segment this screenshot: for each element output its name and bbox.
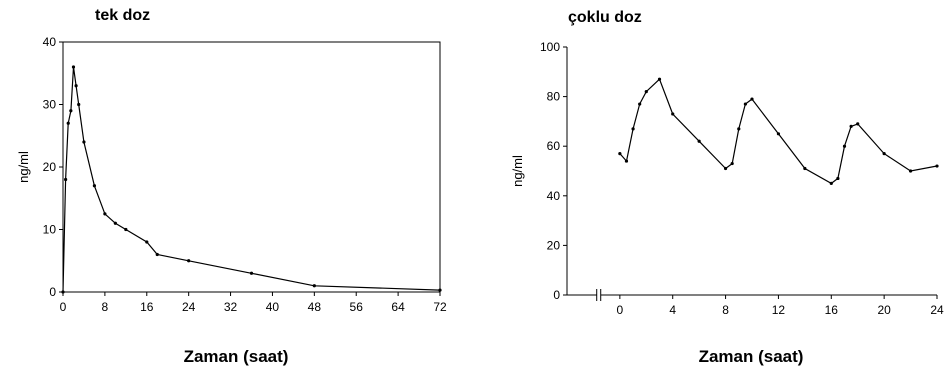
data-point	[624, 159, 629, 163]
x-tick-label: 16	[140, 300, 154, 314]
y-tick-label: 20	[547, 238, 561, 252]
data-point	[71, 65, 76, 69]
data-point	[803, 166, 807, 171]
data-point	[145, 240, 149, 244]
data-point	[618, 152, 622, 156]
data-point	[155, 252, 159, 257]
data-point	[77, 102, 81, 107]
y-tick-label: 30	[43, 98, 57, 112]
data-point	[829, 181, 833, 185]
data-point	[750, 97, 754, 101]
data-point	[61, 290, 65, 294]
plot-area	[567, 47, 937, 295]
series-line	[619, 78, 938, 185]
x-axis-label: Zaman (saat)	[699, 347, 804, 366]
data-point	[737, 127, 741, 131]
data-point	[644, 90, 648, 94]
y-tick-label: 100	[540, 40, 560, 54]
x-tick-label: 24	[930, 303, 944, 317]
data-point	[92, 184, 97, 188]
data-point	[64, 177, 68, 182]
data-point	[69, 109, 73, 113]
data-point	[113, 221, 117, 225]
y-tick-label: 20	[43, 160, 57, 174]
x-tick-label: 40	[266, 300, 280, 314]
data-point	[836, 176, 840, 181]
y-tick-label: 60	[547, 139, 561, 153]
data-point	[776, 132, 781, 136]
data-point	[124, 227, 128, 232]
data-point	[103, 212, 107, 216]
y-tick-label: 10	[43, 223, 57, 237]
x-tick-label: 20	[877, 303, 891, 317]
chart-title: tek doz	[95, 7, 150, 24]
data-point	[249, 271, 254, 275]
data-point	[638, 102, 642, 106]
data-point	[730, 161, 734, 166]
data-point	[935, 164, 939, 168]
data-point	[312, 284, 316, 288]
x-tick-label: 12	[772, 303, 786, 317]
y-tick-label: 0	[553, 288, 560, 302]
data-point	[74, 84, 78, 88]
data-point	[66, 121, 70, 125]
data-point	[187, 259, 191, 263]
x-tick-label: 4	[669, 303, 676, 317]
x-tick-label: 0	[60, 300, 67, 314]
x-tick-label: 8	[722, 303, 729, 317]
data-point	[671, 112, 675, 116]
y-tick-label: 80	[547, 90, 561, 104]
data-point	[657, 77, 662, 81]
x-tick-label: 32	[224, 300, 238, 314]
data-point	[438, 288, 442, 292]
x-tick-label: 8	[102, 300, 109, 314]
data-point	[723, 166, 728, 171]
x-tick-label: 56	[350, 300, 364, 314]
x-tick-label: 72	[433, 300, 447, 314]
data-point	[908, 169, 913, 173]
chart-title: çoklu doz	[568, 9, 642, 26]
x-tick-label: 16	[825, 303, 839, 317]
x-tick-label: 24	[182, 300, 196, 314]
y-tick-label: 0	[49, 285, 56, 299]
plot-frame	[62, 41, 441, 293]
y-tick-label: 40	[43, 35, 57, 49]
chart-multiple-dose: çoklu doz 0 20 40 60 80 100 0 4 8 12 16 20 24 Zaman (s…	[510, 9, 944, 366]
x-tick-label: 48	[308, 300, 322, 314]
data-point	[697, 139, 701, 143]
x-axis-label: Zaman (saat)	[184, 347, 289, 366]
data-point	[856, 122, 860, 126]
series-line	[62, 66, 441, 293]
data-point	[842, 144, 847, 148]
data-point	[631, 127, 635, 131]
x-tick-label: 0	[617, 303, 624, 317]
data-point	[82, 140, 86, 144]
y-axis-label: ng/ml	[16, 151, 31, 183]
data-point	[882, 152, 886, 156]
data-point	[743, 102, 747, 106]
y-axis-label: ng/ml	[510, 155, 525, 187]
chart-single-dose: tek doz 0 10 20 30 40 0 8 16 24 32 40 48 56 64 72 Zaman …	[16, 7, 447, 366]
y-tick-label: 40	[547, 189, 561, 203]
data-point	[849, 124, 853, 128]
x-tick-label: 64	[391, 300, 405, 314]
